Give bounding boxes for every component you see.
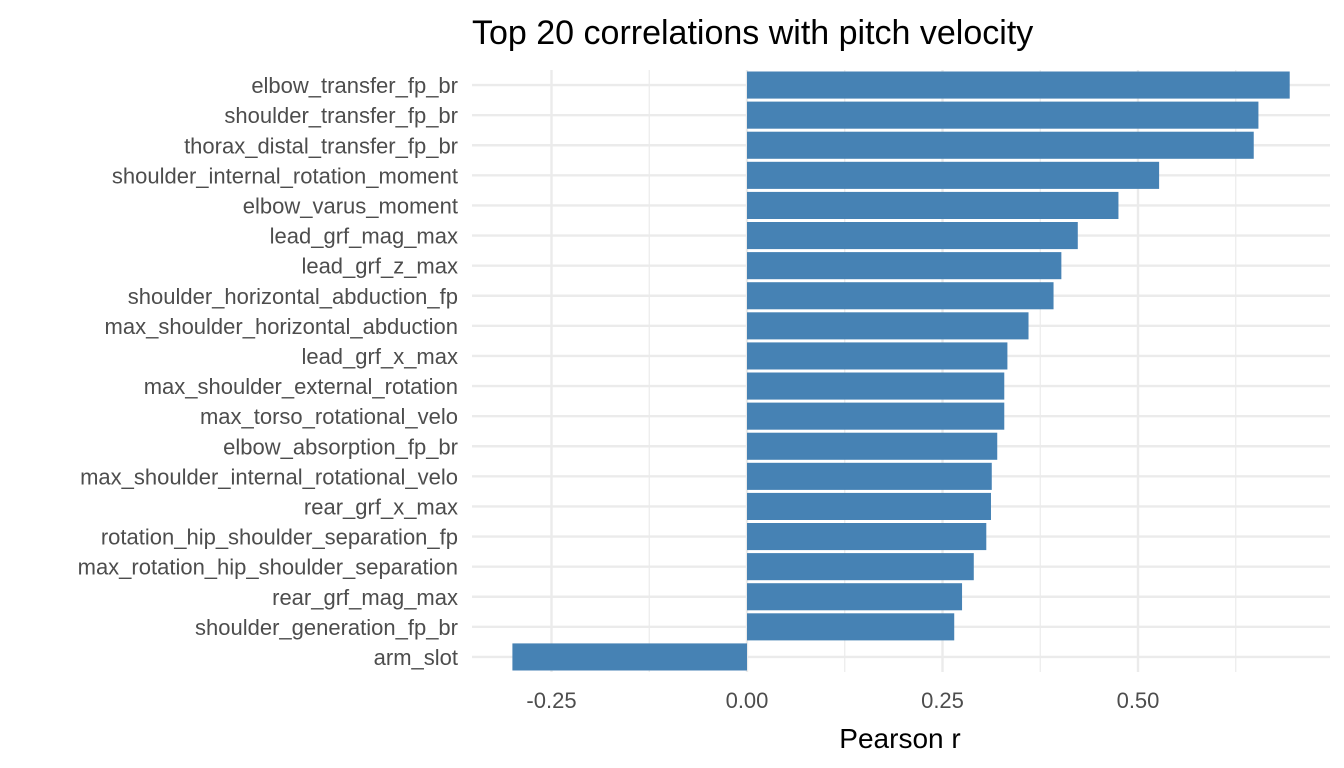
grid	[472, 70, 1330, 672]
x-tick-label: 0.25	[921, 688, 964, 713]
bar	[747, 402, 1005, 430]
y-tick-label: max_shoulder_internal_rotational_velo	[80, 464, 458, 489]
bar	[747, 222, 1078, 250]
y-tick-label: arm_slot	[374, 645, 458, 670]
y-tick-label: lead_grf_mag_max	[270, 224, 458, 249]
y-tick-label: max_torso_rotational_velo	[200, 404, 458, 429]
x-tick-labels: -0.25 0.00 0.25 0.50	[526, 688, 1159, 713]
bar	[747, 462, 992, 490]
bar	[747, 613, 955, 641]
y-tick-label: shoulder_horizontal_abduction_fp	[128, 284, 458, 309]
y-tick-label: shoulder_generation_fp_br	[195, 615, 458, 640]
bar	[747, 553, 974, 581]
bar	[747, 342, 1008, 370]
chart-title: Top 20 correlations with pitch velocity	[472, 14, 1033, 52]
bar	[747, 523, 987, 551]
bar	[747, 191, 1119, 219]
x-tick-label: 0.00	[726, 688, 769, 713]
y-tick-label: rear_grf_x_max	[304, 494, 458, 519]
bar	[747, 131, 1254, 159]
y-tick-label: elbow_varus_moment	[243, 193, 458, 218]
x-tick-label: 0.50	[1117, 688, 1160, 713]
bar	[747, 282, 1054, 310]
bar	[747, 372, 1005, 400]
y-tick-label: elbow_absorption_fp_br	[223, 434, 458, 459]
y-tick-label: max_rotation_hip_shoulder_separation	[78, 555, 458, 580]
bar	[512, 643, 747, 671]
y-tick-label: max_shoulder_horizontal_abduction	[105, 314, 458, 339]
bar	[747, 432, 998, 460]
y-tick-label: elbow_transfer_fp_br	[251, 73, 458, 98]
bar	[747, 101, 1259, 129]
y-tick-label: shoulder_transfer_fp_br	[224, 103, 458, 128]
y-tick-label: rear_grf_mag_max	[272, 585, 458, 610]
y-tick-label: max_shoulder_external_rotation	[144, 374, 458, 399]
x-axis-label: Pearson r	[839, 723, 960, 754]
bar	[747, 71, 1290, 99]
bar	[747, 252, 1062, 280]
y-tick-label: rotation_hip_shoulder_separation_fp	[101, 525, 458, 550]
bar	[747, 312, 1029, 340]
bar	[747, 492, 991, 520]
y-tick-label: thorax_distal_transfer_fp_br	[184, 133, 458, 158]
bars	[512, 71, 1290, 671]
bar	[747, 161, 1160, 189]
y-tick-label: lead_grf_x_max	[301, 344, 458, 369]
y-tick-labels: elbow_transfer_fp_br shoulder_transfer_fp…	[78, 73, 458, 670]
x-tick-label: -0.25	[526, 688, 576, 713]
y-tick-label: lead_grf_z_max	[301, 254, 458, 279]
bar	[747, 583, 963, 611]
y-tick-label: shoulder_internal_rotation_moment	[112, 163, 458, 188]
